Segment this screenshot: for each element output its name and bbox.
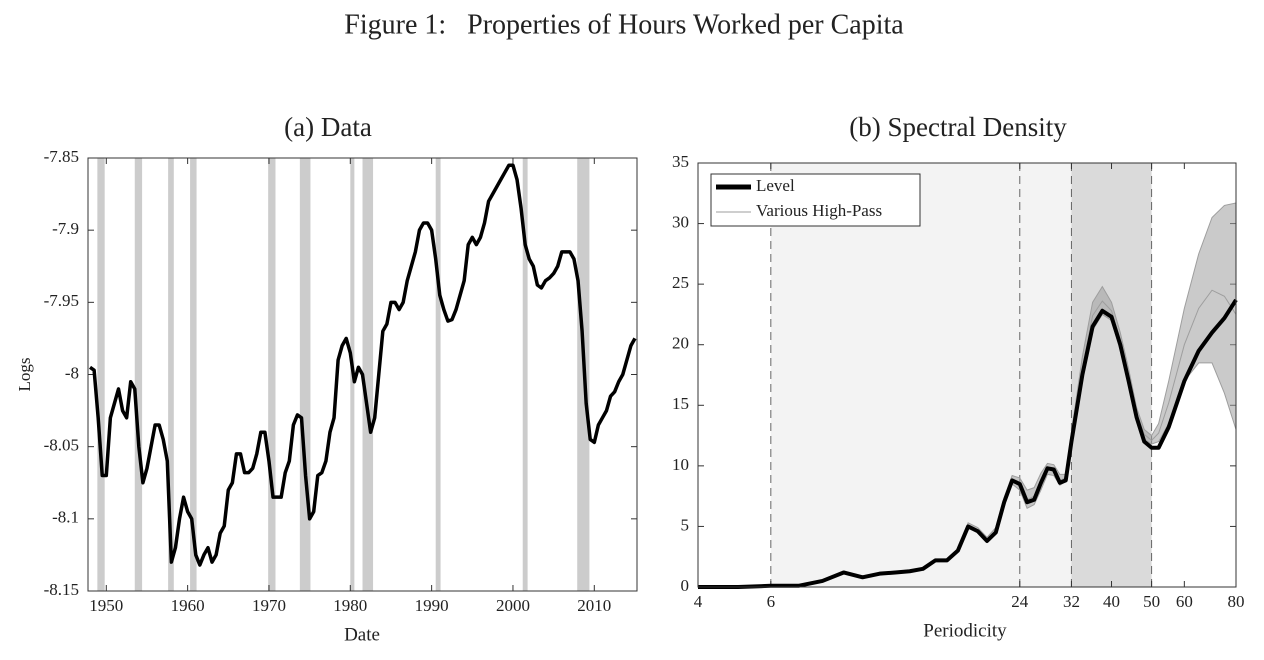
plot-frame — [697, 162, 1237, 588]
y-tick-label: 0 — [681, 576, 690, 595]
y-tick-label: -7.85 — [44, 147, 79, 166]
legend-label: Level — [756, 176, 795, 195]
y-tick-label: -8.05 — [44, 436, 79, 455]
chart-title: (b) Spectral Density — [849, 112, 1067, 142]
x-tick-label: 6 — [767, 592, 776, 611]
plot-frame — [87, 157, 638, 592]
x-tick-label: 1970 — [252, 596, 286, 615]
x-tick-label: 24 — [1011, 592, 1029, 611]
y-tick-label: -8 — [65, 363, 79, 382]
legend-label: Various High-Pass — [756, 201, 882, 220]
legend-box — [710, 173, 921, 227]
x-tick-label: 2000 — [496, 596, 530, 615]
recession-band — [168, 158, 174, 591]
y-tick-label: 10 — [672, 455, 689, 474]
x-tick-label: 1950 — [89, 596, 123, 615]
figure-title: Figure 1: Properties of Hours Worked per… — [344, 9, 904, 40]
y-axis-label: Logs — [15, 358, 34, 392]
x-tick-label: 60 — [1176, 592, 1193, 611]
y-tick-label: 35 — [672, 152, 689, 171]
y-tick-label: -8.15 — [44, 580, 79, 599]
x-tick-label: 50 — [1143, 592, 1160, 611]
recession-band — [522, 158, 528, 591]
chart-title: (a) Data — [284, 112, 372, 142]
shaded-band — [770, 163, 1072, 587]
recession-band — [362, 158, 374, 591]
shaded-band — [1071, 163, 1152, 587]
x-tick-label: 1980 — [333, 596, 367, 615]
x-tick-label: 4 — [694, 592, 703, 611]
y-tick-label: 20 — [672, 334, 689, 353]
y-tick-label: 25 — [672, 273, 689, 292]
x-tick-label: 32 — [1063, 592, 1080, 611]
recession-band — [299, 158, 311, 591]
x-axis-label: Date — [344, 624, 380, 645]
high-pass-band — [698, 202, 1236, 588]
data-line — [89, 163, 637, 567]
x-tick-label: 40 — [1103, 592, 1120, 611]
recession-band — [268, 158, 276, 591]
recession-band — [134, 158, 143, 591]
x-axis-label: Periodicity — [923, 620, 1007, 641]
x-tick-label: 80 — [1228, 592, 1245, 611]
y-tick-label: -8.1 — [52, 508, 79, 527]
level-line — [698, 298, 1238, 589]
recession-band — [190, 158, 197, 591]
recession-band — [97, 158, 105, 591]
x-tick-label: 1960 — [171, 596, 205, 615]
x-tick-label: 2010 — [577, 596, 611, 615]
y-tick-label: 15 — [672, 394, 689, 413]
y-tick-label: 30 — [672, 212, 689, 231]
x-tick-label: 1990 — [415, 596, 449, 615]
recession-band — [435, 158, 441, 591]
y-tick-label: -7.9 — [52, 219, 79, 238]
y-tick-label: 5 — [681, 515, 690, 534]
y-tick-label: -7.95 — [44, 291, 79, 310]
